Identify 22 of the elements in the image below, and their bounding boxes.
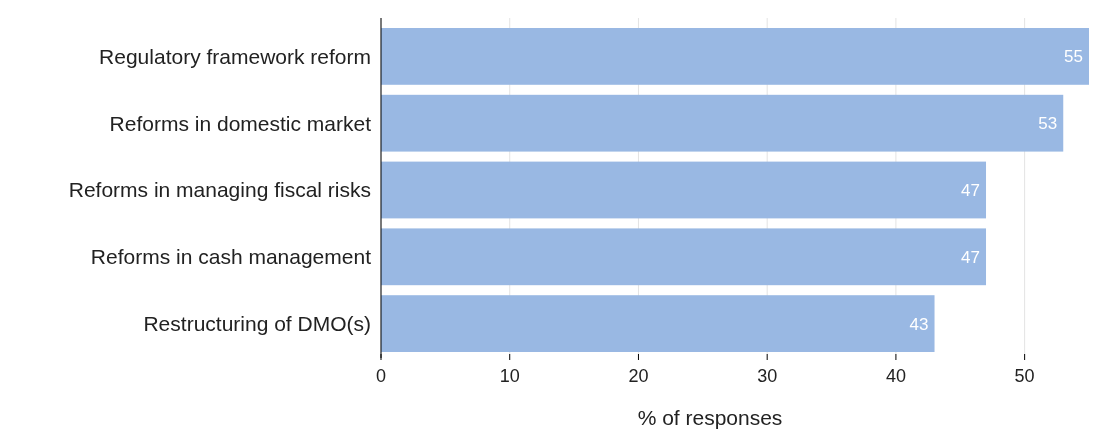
y-tick-label: Reforms in domestic market	[109, 111, 372, 135]
bar	[381, 295, 935, 352]
data-label: 55	[1064, 47, 1083, 67]
x-tick-label: 10	[499, 366, 520, 386]
data-label: 43	[909, 314, 929, 334]
y-tick-label: Restructuring of DMO(s)	[143, 311, 371, 335]
data-label: 47	[961, 247, 981, 267]
x-tick-label: 30	[757, 366, 778, 386]
y-tick-label: Reforms in managing fiscal risks	[68, 178, 371, 202]
bar	[381, 161, 987, 219]
x-tick-label: 50	[1014, 366, 1035, 386]
bar	[381, 28, 1089, 85]
bar	[381, 228, 987, 286]
x-tick-label: 40	[885, 366, 906, 386]
y-tick-label: Regulatory framework reform	[99, 44, 371, 68]
x-axis-title: % of responses	[637, 406, 783, 429]
y-tick-label: Reforms in cash management	[90, 245, 372, 269]
data-label: 53	[1038, 114, 1058, 134]
data-label: 47	[961, 180, 981, 200]
x-tick-label: 20	[628, 366, 649, 386]
x-tick-label: 0	[375, 366, 387, 386]
bar	[381, 94, 1064, 152]
